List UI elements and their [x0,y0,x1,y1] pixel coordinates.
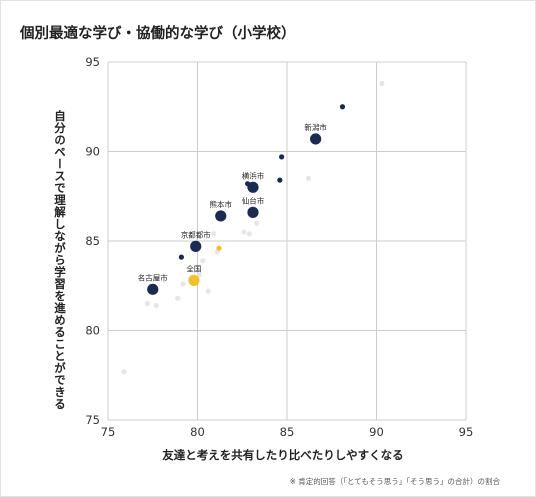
y-tick-label: 75 [85,413,100,427]
data-point [379,80,385,87]
point-label: 仙台市 [242,195,265,205]
data-point [196,272,202,278]
data-point [246,231,253,237]
data-point [215,210,227,222]
point-label: 横浜市 [242,170,265,180]
y-tick-label: 90 [85,145,100,159]
y-tick-label: 85 [85,234,100,248]
data-point [277,177,283,183]
data-point [147,283,159,295]
x-axis-label: 友達と考えを共有したり比べたりしやすくなる [162,448,404,462]
data-point [188,274,200,286]
y-axis-label: 自分のペースで理解しながら学習を進めることができる [53,110,67,410]
data-point [279,154,285,160]
y-tick-label: 80 [85,324,100,338]
data-point [241,229,247,235]
data-point [178,254,184,260]
chart-title: 個別最適な学び・協働的な学び（小学校） [20,26,296,42]
x-tick-label: 90 [369,425,384,439]
data-point [339,104,346,110]
data-points [121,80,385,375]
data-point [211,231,217,237]
data-point [180,281,186,287]
grid [107,61,467,421]
x-tick-label: 95 [459,425,474,439]
y-tick-label: 95 [85,55,100,69]
data-point [216,245,222,251]
data-point [245,181,251,187]
data-point [253,220,260,226]
data-point [144,301,150,307]
x-tick-label: 80 [190,425,205,439]
point-label: 全国 [186,263,201,273]
point-label: 名古屋市 [138,272,168,282]
point-label: 熊本市 [210,199,233,209]
data-point [200,258,206,264]
footnote: ※ 肯定的回答（「とてもそう思う」「そう思う」の合計）の割合 [289,477,500,486]
data-point [175,295,181,301]
data-point [247,206,259,218]
data-point [121,369,127,375]
data-point [153,302,159,309]
data-point [310,133,322,145]
point-label: 新潟市 [304,122,327,132]
data-point [305,175,312,181]
x-tick-label: 75 [101,425,116,439]
axis-ticks: 75 80 85 90 95 75 80 85 90 95 [85,55,473,439]
data-point [190,240,202,252]
point-label: 京都都市 [181,229,211,239]
x-tick-label: 85 [280,425,295,439]
data-point [247,181,259,193]
data-point [205,288,211,294]
